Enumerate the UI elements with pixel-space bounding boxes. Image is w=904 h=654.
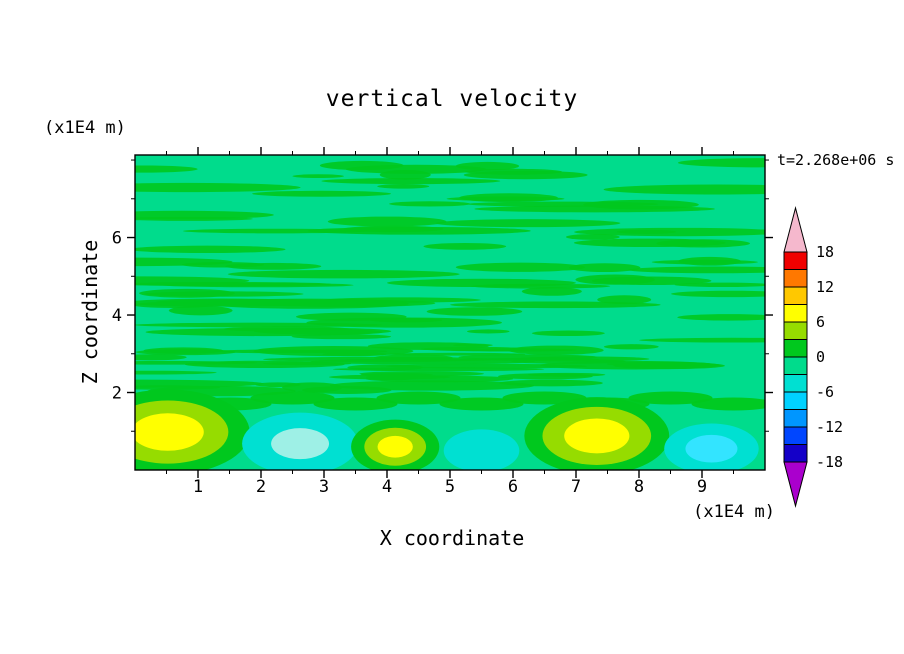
svg-text:7: 7 — [571, 477, 581, 497]
colorbar-tick-label: 6 — [816, 313, 825, 331]
svg-text:5: 5 — [445, 477, 455, 497]
svg-text:6: 6 — [508, 477, 518, 497]
svg-text:6: 6 — [112, 229, 122, 249]
colorbar-band — [783, 391, 808, 410]
svg-text:4: 4 — [382, 477, 392, 497]
svg-text:3: 3 — [319, 477, 329, 497]
axis-tick-labels: 1 2 3 4 5 6 7 8 9 2 4 6 — [112, 229, 707, 497]
colorbar-band — [783, 251, 808, 270]
colorbar-tick-label: -18 — [816, 453, 843, 471]
colorbar-under-arrow — [783, 461, 808, 508]
contour-field — [135, 155, 765, 470]
colorbar-band — [783, 409, 808, 428]
chart-title: vertical velocity — [325, 86, 579, 112]
colorbar-tick-label: -12 — [816, 418, 843, 436]
colorbar-band — [783, 339, 808, 358]
time-annotation: t=2.268e+06 s — [777, 151, 895, 169]
svg-text:9: 9 — [697, 477, 707, 497]
svg-text:8: 8 — [634, 477, 644, 497]
svg-text:2: 2 — [256, 477, 266, 497]
colorbar-tick-label: -6 — [816, 383, 834, 401]
colorbar-band — [783, 444, 808, 463]
colorbar-band — [783, 356, 808, 375]
colorbar-band — [783, 286, 808, 305]
colorbar-band — [783, 321, 808, 340]
svg-text:1: 1 — [193, 477, 203, 497]
x-axis-label: X coordinate — [379, 526, 525, 550]
colorbar-tick-label: 12 — [816, 278, 834, 296]
axis-ticks — [127, 147, 773, 478]
colorbar-band — [783, 374, 808, 393]
colorbar-band — [783, 304, 808, 323]
colorbar: 18 12 6 0 -6 -12 -18 — [783, 206, 843, 508]
svg-text:4: 4 — [112, 306, 122, 326]
colorbar-band — [783, 269, 808, 288]
z-axis-unit-label: (x1E4 m) — [44, 118, 126, 138]
svg-text:2: 2 — [112, 384, 122, 404]
colorbar-tick-label: 0 — [816, 348, 825, 366]
colorbar-band — [783, 426, 808, 445]
colorbar-tick-label: 18 — [816, 243, 834, 261]
colorbar-over-arrow — [783, 206, 808, 253]
x-axis-unit-label: (x1E4 m) — [693, 502, 775, 522]
